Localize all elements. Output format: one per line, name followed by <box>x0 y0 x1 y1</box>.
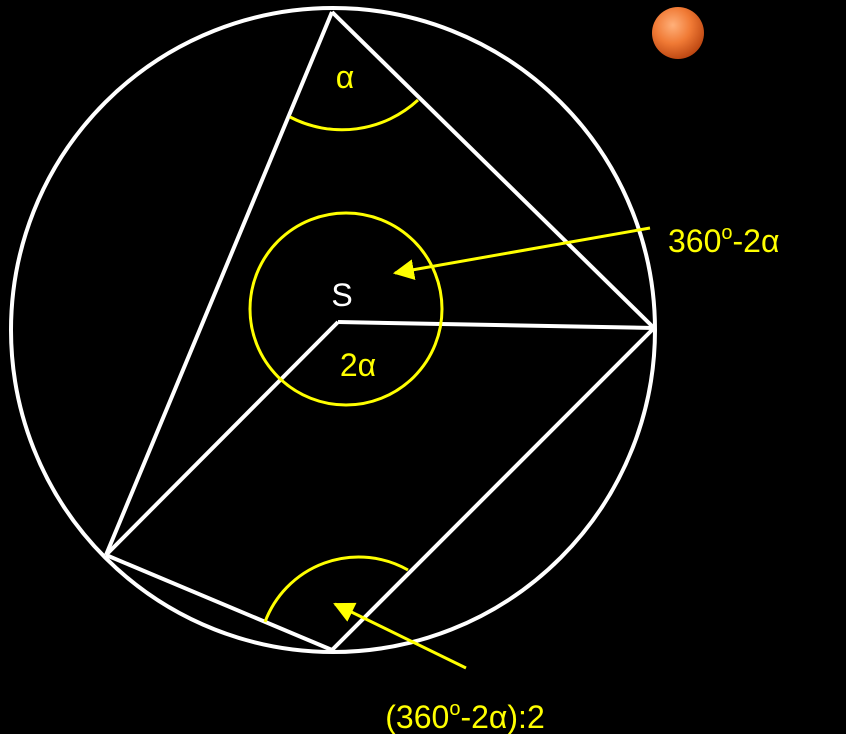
label-part: -2α):2 <box>460 699 544 734</box>
label-part: (360 <box>385 699 449 734</box>
label-superscript: o <box>449 698 460 720</box>
diagram: α S 2α 360o-2α (360o-2α):2 <box>0 0 846 734</box>
angle-label: (360o-2α):2 <box>385 698 544 734</box>
label-superscript: o <box>721 222 732 244</box>
label-part: 360 <box>668 223 721 259</box>
angle-label: 2α <box>340 347 376 383</box>
center-label: S <box>331 277 352 313</box>
angle-label: α <box>336 59 355 95</box>
ball-icon <box>652 7 704 59</box>
label-part: -2α <box>733 223 780 259</box>
